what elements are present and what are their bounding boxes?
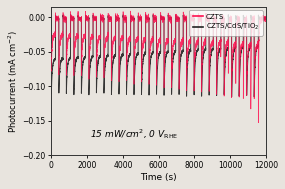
Text: 15 mW/cm$^2$, 0 V$_{\rm RHE}$: 15 mW/cm$^2$, 0 V$_{\rm RHE}$ bbox=[90, 127, 178, 141]
Y-axis label: Photocurrent (mA cm$^{-2}$): Photocurrent (mA cm$^{-2}$) bbox=[7, 29, 20, 133]
Legend: CZTS, CZTS/CdS/TiO$_2$: CZTS, CZTS/CdS/TiO$_2$ bbox=[189, 10, 262, 36]
X-axis label: Time (s): Time (s) bbox=[141, 173, 177, 182]
